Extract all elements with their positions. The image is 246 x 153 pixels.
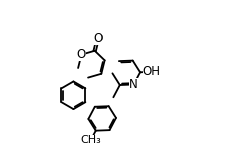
Text: O: O <box>77 48 86 61</box>
Text: N: N <box>129 78 138 91</box>
Text: O: O <box>93 32 102 45</box>
Text: O: O <box>77 48 86 61</box>
Text: CH₃: CH₃ <box>80 135 101 145</box>
Text: N: N <box>129 78 138 91</box>
Text: CH₃: CH₃ <box>80 135 101 145</box>
Text: O: O <box>93 32 102 45</box>
Text: OH: OH <box>143 65 161 78</box>
Text: OH: OH <box>143 65 161 78</box>
